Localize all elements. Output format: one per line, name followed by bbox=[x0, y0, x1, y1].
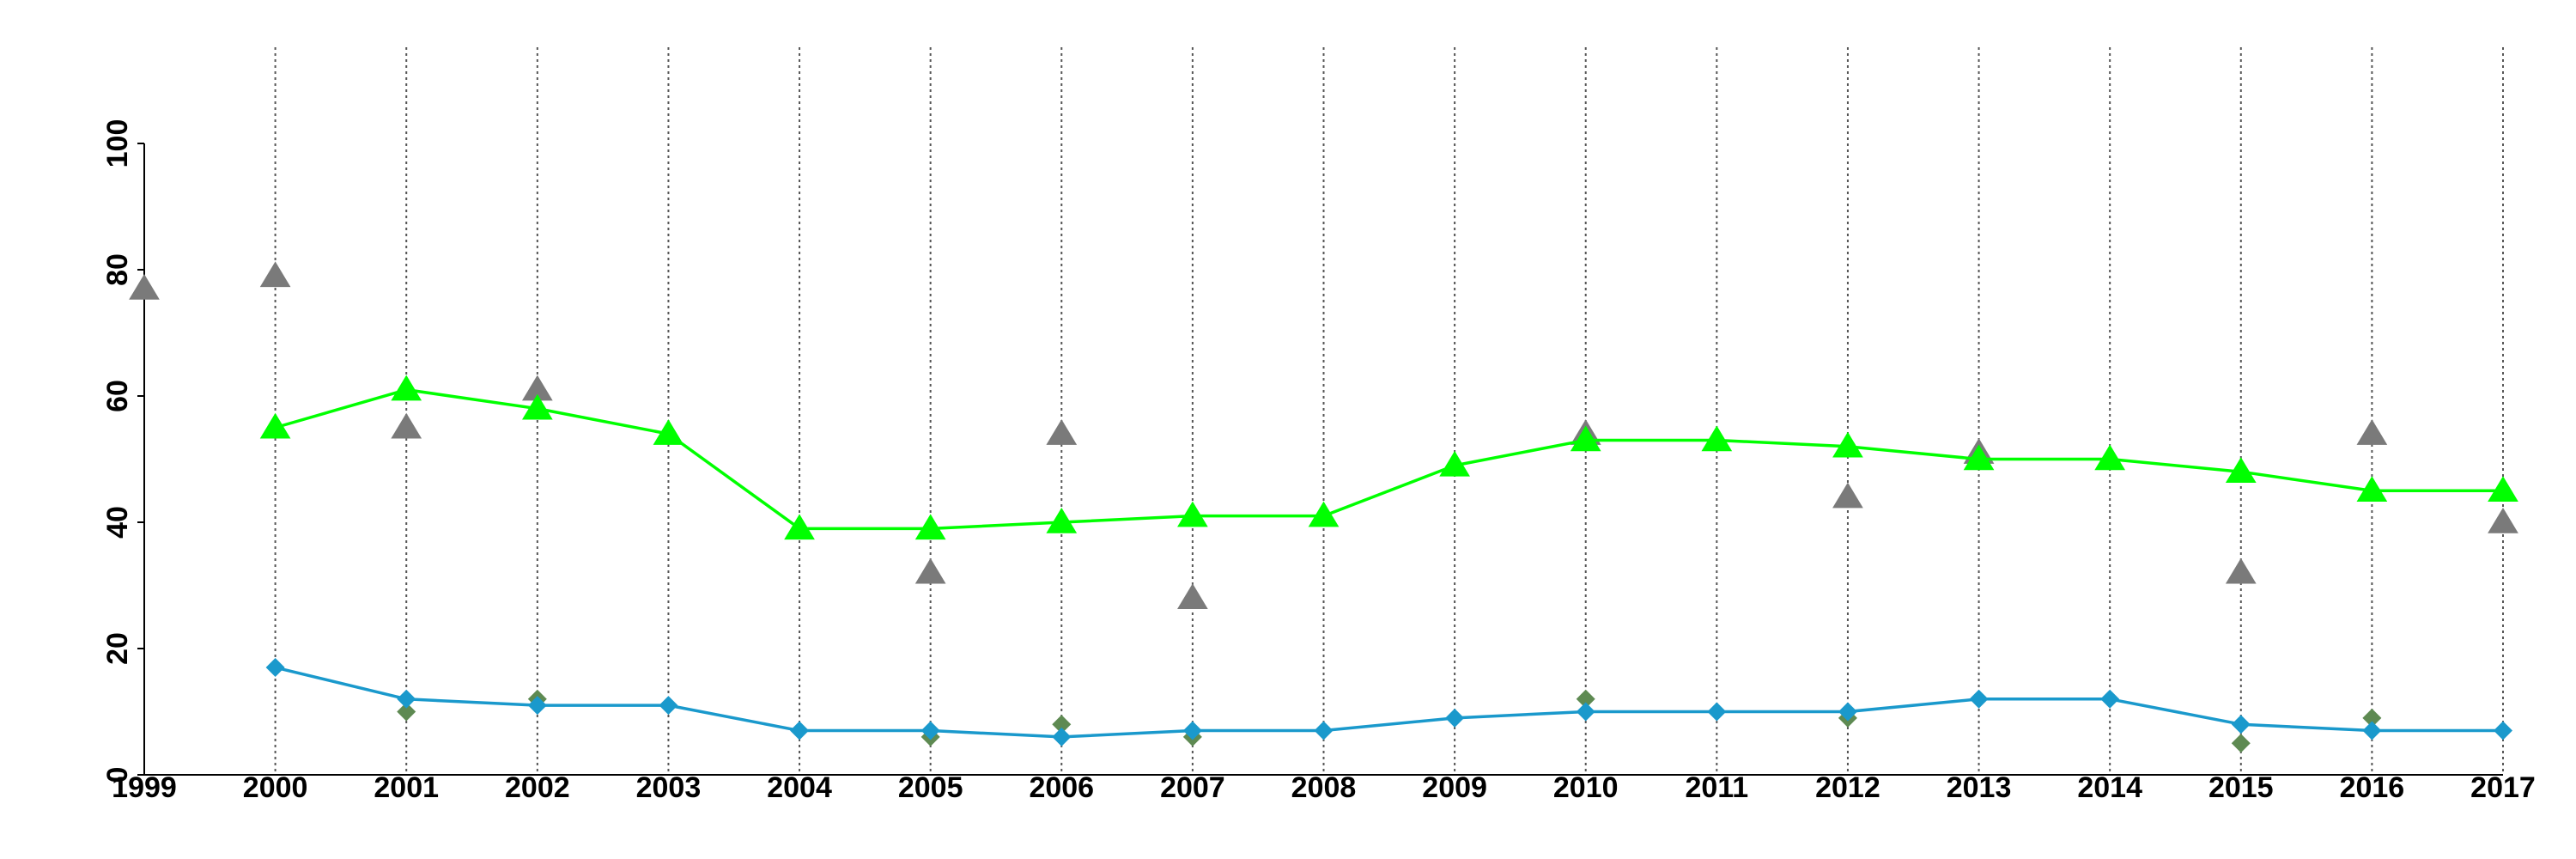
triangle-point bbox=[1046, 508, 1078, 533]
triangle-point bbox=[2488, 476, 2518, 502]
x-tick-label: 2013 bbox=[1947, 771, 2012, 804]
triangle-point bbox=[129, 274, 160, 300]
y-tick-label: 40 bbox=[101, 506, 134, 539]
x-tick-label: 2016 bbox=[2340, 771, 2405, 804]
triangle-point bbox=[1701, 425, 1733, 452]
triangle-point bbox=[653, 419, 684, 445]
diamond-point bbox=[397, 702, 416, 722]
vertical-gridlines bbox=[274, 47, 2504, 775]
diamond-point bbox=[1314, 721, 1334, 740]
triangle-point bbox=[1439, 450, 1470, 477]
y-tick-label: 80 bbox=[101, 253, 134, 286]
x-tick-label: 2009 bbox=[1422, 771, 1487, 804]
y-tick-label: 0 bbox=[101, 767, 134, 783]
x-tick-label: 1999 bbox=[112, 771, 177, 804]
diamond-point bbox=[1576, 689, 1595, 709]
triangle-point bbox=[2356, 476, 2388, 502]
x-tick-label: 2014 bbox=[2077, 771, 2142, 804]
triangle-point bbox=[1308, 501, 1340, 527]
x-tick-label: 2006 bbox=[1029, 771, 1094, 804]
diamond-point bbox=[659, 696, 678, 716]
triangle-point bbox=[1177, 501, 1208, 527]
x-tick-label: 2012 bbox=[1815, 771, 1880, 804]
diamond-point bbox=[2231, 734, 2251, 753]
diamond-point bbox=[1576, 702, 1595, 722]
y-tick-label: 60 bbox=[101, 380, 134, 412]
series-0-line bbox=[259, 375, 2518, 540]
series-line bbox=[275, 387, 2503, 531]
diamond-point bbox=[2362, 708, 2382, 728]
x-tick-label: 2005 bbox=[898, 771, 963, 804]
axes bbox=[143, 143, 2503, 776]
triangle-point bbox=[521, 393, 553, 420]
y-tick-labels: 0 20 40 60 80 100 bbox=[101, 119, 144, 783]
series bbox=[129, 261, 2518, 753]
x-tick-label: 2017 bbox=[2470, 771, 2536, 804]
triangle-point bbox=[914, 557, 946, 584]
diamond-point bbox=[2231, 715, 2251, 734]
diamond-point bbox=[527, 696, 547, 716]
triangle-point bbox=[2094, 444, 2126, 471]
diamond-point bbox=[265, 658, 285, 678]
triangle-point bbox=[1832, 482, 1863, 509]
diamond-point bbox=[2362, 721, 2382, 740]
triangle-point bbox=[1963, 444, 1995, 471]
x-tick-label: 2010 bbox=[1553, 771, 1619, 804]
x-tick-label: 2011 bbox=[1685, 771, 1748, 804]
y-tick-label: 100 bbox=[101, 119, 134, 168]
triangle-point bbox=[521, 375, 553, 401]
y-tick-label: 20 bbox=[101, 632, 134, 665]
diamond-point bbox=[790, 721, 810, 740]
series-1-line bbox=[265, 658, 2512, 746]
diamond-point bbox=[397, 689, 416, 709]
diamond-point bbox=[920, 721, 940, 740]
series-line bbox=[275, 666, 2503, 739]
x-tick-label: 2001 bbox=[374, 771, 439, 804]
triangle-point bbox=[1570, 425, 1601, 452]
diamond-point bbox=[1052, 715, 1072, 734]
diamond-point bbox=[1182, 721, 1202, 740]
triangle-point bbox=[1832, 431, 1863, 458]
triangle-point bbox=[2488, 508, 2518, 533]
triangle-point bbox=[1046, 419, 1078, 445]
diamond-point bbox=[2100, 689, 2120, 709]
triangle-point bbox=[259, 412, 291, 439]
x-tick-labels: 1999 2000 2001 2002 2003 2004 2005 2006 2007 2008… bbox=[112, 771, 2536, 804]
triangle-point bbox=[259, 261, 291, 288]
triangle-point bbox=[391, 412, 422, 439]
triangle-point bbox=[914, 514, 946, 540]
triangle-point bbox=[2225, 557, 2257, 584]
x-tick-label: 2007 bbox=[1160, 771, 1225, 804]
diamond-point bbox=[1052, 727, 1072, 746]
diamond-point bbox=[2494, 721, 2512, 740]
triangle-point bbox=[2225, 457, 2257, 483]
diamond-point bbox=[1838, 702, 1857, 722]
x-tick-label: 2008 bbox=[1291, 771, 1357, 804]
triangle-point bbox=[391, 375, 422, 401]
triangle-point bbox=[2356, 419, 2388, 445]
x-tick-label: 2002 bbox=[505, 771, 570, 804]
x-tick-label: 2015 bbox=[2208, 771, 2274, 804]
triangle-point bbox=[1177, 583, 1208, 609]
diamond-point bbox=[1707, 702, 1727, 722]
diamond-point bbox=[1445, 708, 1465, 728]
x-tick-label: 2004 bbox=[767, 771, 832, 804]
diamond-point bbox=[1969, 689, 1989, 709]
x-tick-label: 2000 bbox=[243, 771, 308, 804]
x-tick-label: 2003 bbox=[636, 771, 702, 804]
triangle-point bbox=[784, 514, 815, 540]
